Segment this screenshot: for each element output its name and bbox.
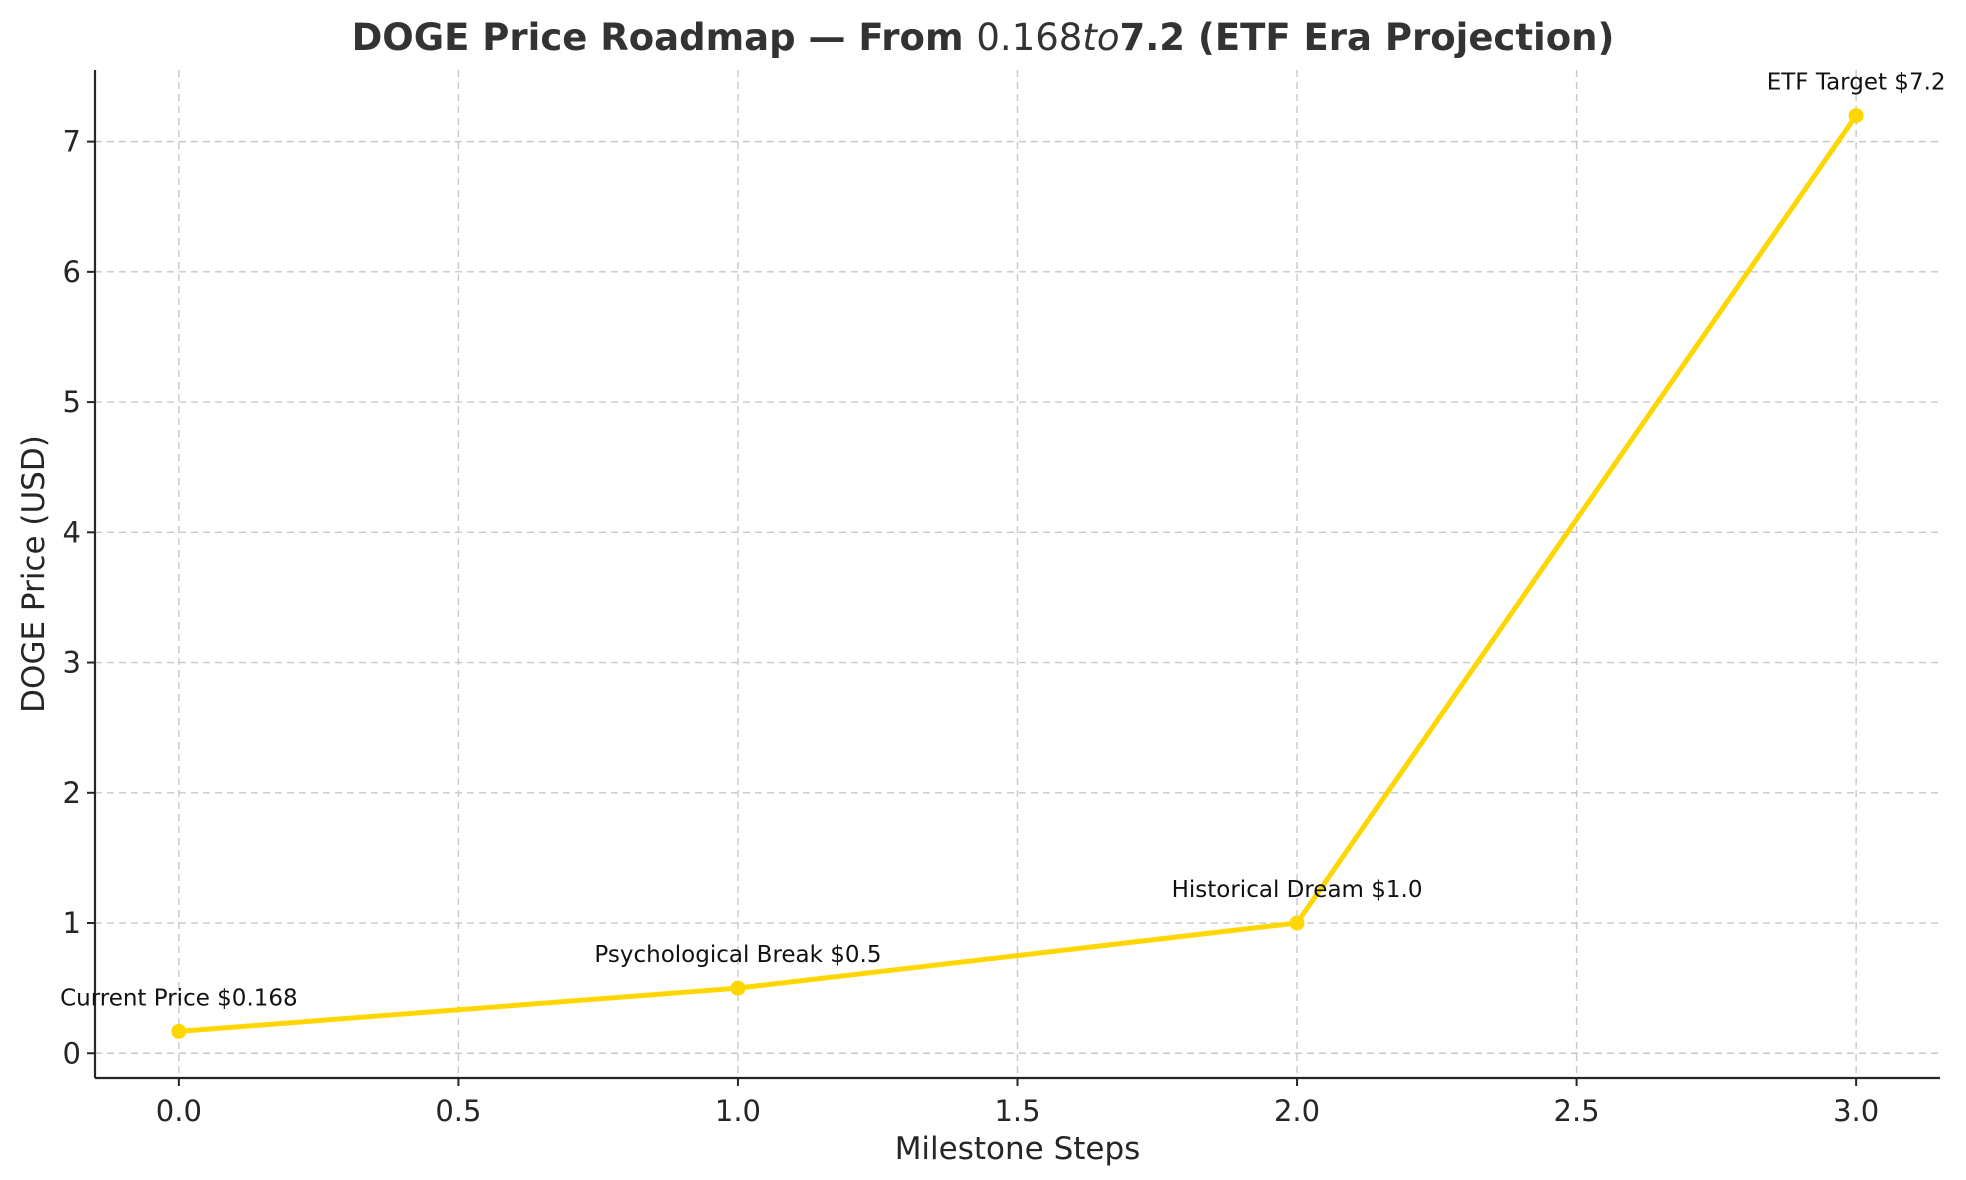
chart-title: DOGE Price Roadmap — From 0.168to7.2 (ET… <box>352 16 1615 59</box>
series-line <box>176 113 1859 1034</box>
x-axis-label: Milestone Steps <box>895 1131 1141 1167</box>
y-tick-label: 4 <box>63 515 81 549</box>
data-point <box>1848 108 1864 124</box>
y-tick-label: 5 <box>63 385 81 419</box>
x-axis-ticks: 0.0 0.5 1.0 1.5 2.0 2.5 3.0 <box>156 1078 1879 1128</box>
annotations-layer: Current Price $0.168 Psychological Break … <box>60 70 1945 1012</box>
data-point <box>730 980 746 996</box>
x-tick-label: 1.0 <box>715 1094 761 1128</box>
x-tick-label: 0.5 <box>435 1094 481 1128</box>
x-tick-label: 0.0 <box>156 1094 202 1128</box>
y-tick-label: 0 <box>63 1036 81 1070</box>
y-tick-label: 2 <box>63 776 81 810</box>
data-label: ETF Target $7.2 <box>1767 70 1946 96</box>
y-tick-label: 7 <box>63 125 81 159</box>
grid <box>95 70 1940 1078</box>
x-tick-label: 3.0 <box>1833 1094 1879 1128</box>
y-tick-label: 6 <box>63 255 81 289</box>
series-layer <box>171 108 1864 1039</box>
data-point <box>171 1023 187 1039</box>
data-label: Psychological Break $0.5 <box>594 942 881 968</box>
y-axis-label: DOGE Price (USD) <box>16 435 52 713</box>
x-tick-label: 2.5 <box>1554 1094 1600 1128</box>
y-tick-label: 3 <box>63 646 81 680</box>
x-tick-label: 2.0 <box>1274 1094 1320 1128</box>
data-label: Current Price $0.168 <box>60 985 298 1011</box>
y-tick-label: 1 <box>63 906 81 940</box>
data-label: Historical Dream $1.0 <box>1172 877 1423 903</box>
y-axis-ticks: 0 1 2 3 4 5 6 7 <box>63 125 95 1070</box>
data-point <box>1289 915 1305 931</box>
x-tick-label: 1.5 <box>994 1094 1040 1128</box>
